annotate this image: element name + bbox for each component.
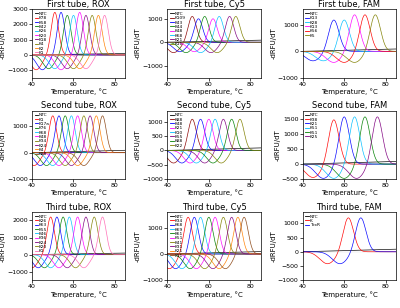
X-axis label: Temperature, °C: Temperature, °C — [50, 291, 107, 298]
Title: First tube, FAM: First tube, FAM — [318, 0, 380, 9]
Legend: NTC, K1, K17a, K76, K68, K48, K34, K24, K4, K88: NTC, K1, K17a, K76, K68, K48, K34, K24, … — [34, 113, 50, 157]
Legend: NTC, K, ToxR: NTC, K, ToxR — [305, 214, 320, 228]
Y-axis label: -dRFU/dT: -dRFU/dT — [0, 230, 6, 262]
X-axis label: Temperature, °C: Temperature, °C — [186, 291, 242, 298]
X-axis label: Temperature, °C: Temperature, °C — [50, 88, 107, 95]
Y-axis label: -dRFU/dT: -dRFU/dT — [270, 28, 276, 59]
X-axis label: Temperature, °C: Temperature, °C — [186, 88, 242, 95]
Legend: NTC, K78, K58, K42, K26, K20, K18, K4, K2, K1: NTC, K78, K58, K42, K26, K20, K18, K4, K… — [34, 11, 48, 55]
Title: Third tube, Cy5: Third tube, Cy5 — [182, 203, 246, 212]
Legend: NTC, K34, K68, K69, K61, K51, K41, K31, K21, K11: NTC, K34, K68, K69, K61, K51, K41, K31, … — [170, 214, 184, 258]
Title: Third tube, FAM: Third tube, FAM — [316, 203, 382, 212]
X-axis label: Temperature, °C: Temperature, °C — [321, 291, 378, 298]
X-axis label: Temperature, °C: Temperature, °C — [50, 189, 107, 196]
Y-axis label: -dRFU/dT: -dRFU/dT — [270, 230, 276, 262]
Legend: NTC, K88, K48, K21, K10, K55, K88, K22: NTC, K88, K48, K21, K10, K55, K88, K22 — [170, 113, 184, 148]
Y-axis label: -dRFU/dT: -dRFU/dT — [274, 129, 280, 161]
Y-axis label: -dRFU/dT: -dRFU/dT — [0, 129, 6, 161]
Y-axis label: -dRFU/dT: -dRFU/dT — [135, 28, 141, 59]
Title: Third tube, ROX: Third tube, ROX — [46, 203, 112, 212]
Legend: NTC, K109, K43, K44, K48, K68, K21, K11: NTC, K109, K43, K44, K48, K68, K21, K11 — [170, 11, 186, 47]
Legend: NTC, K26, K63, K55, K46, K36, K24, K20, K1: NTC, K26, K63, K55, K46, K36, K24, K20, … — [34, 214, 48, 254]
Title: Second tube, Cy5: Second tube, Cy5 — [177, 101, 251, 111]
Title: First tube, ROX: First tube, ROX — [47, 0, 110, 9]
Y-axis label: -dRFU/dT: -dRFU/dT — [135, 230, 141, 262]
X-axis label: Temperature, °C: Temperature, °C — [186, 189, 242, 196]
Y-axis label: -dRFU/dT: -dRFU/dT — [135, 129, 141, 161]
Y-axis label: -dRFU/dT: -dRFU/dT — [0, 28, 6, 59]
Title: Second tube, ROX: Second tube, ROX — [41, 101, 117, 111]
X-axis label: Temperature, °C: Temperature, °C — [321, 88, 378, 95]
Legend: NTC, K38, K21, K51, K51, K25: NTC, K38, K21, K51, K51, K25 — [305, 113, 319, 140]
Legend: NTC, K13, K28, K13, K56, K5: NTC, K13, K28, K13, K56, K5 — [305, 11, 319, 38]
Title: Second tube, FAM: Second tube, FAM — [312, 101, 387, 111]
Title: First tube, Cy5: First tube, Cy5 — [184, 0, 244, 9]
X-axis label: Temperature, °C: Temperature, °C — [321, 189, 378, 196]
